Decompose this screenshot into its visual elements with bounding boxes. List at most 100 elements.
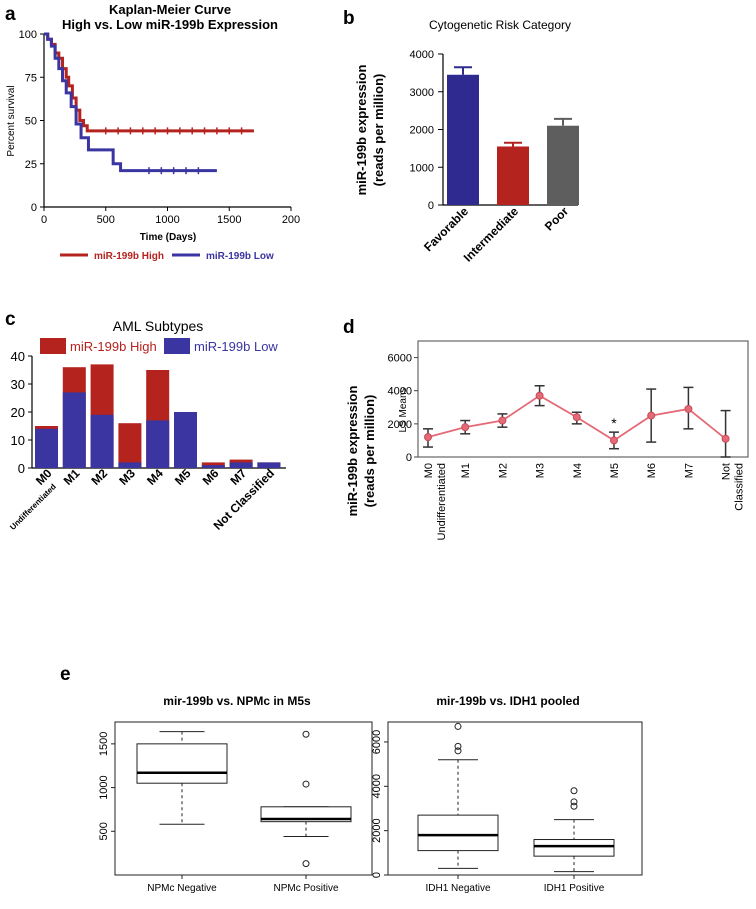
km-x-tick-label: 200 [282,214,300,226]
aml-y-tick-label: 0 [18,461,25,476]
aml-x-tick-label: M7 [228,466,250,488]
aml-x-sublabel: Undifferentiated [8,482,58,532]
idh-outlier [454,742,462,750]
aml-bar-low [229,462,253,468]
ls-y-tick-label: 0 [406,452,412,464]
km-y-tick-label: 25 [25,159,37,171]
ls-mean-point [684,404,693,413]
ls-y-tick-label: 6000 [388,353,412,365]
ls-series: M0 Undifferentiated M1 M2 M3 M4 M5 M6 M7 Not Class… [423,384,746,540]
cyto-y-tick-label: 2000 [410,125,434,137]
aml-x-tick-label: M2 [89,466,111,488]
idh-y-tick-label: 4000 [371,774,383,798]
idh-outlier [570,802,578,810]
km-y-tick-label: 50 [25,116,37,128]
idh-outlier [454,747,462,755]
ls-axes: 0 2000 4000 6000 [388,340,749,464]
ls-y-tick-label: 4000 [388,386,412,398]
aml-y-tick-label: 40 [11,349,25,364]
panel-b-cytogenetic: Cytogenetic Risk Category miR-199b expre… [354,18,579,265]
aml-bar-low [201,465,225,468]
km-legend-high-label: miR-199b High [94,251,164,262]
km-title: Kaplan-Meier Curve [109,2,231,17]
cyto-ylabel: miR-199b expression [354,65,369,196]
panel-label-b: b [343,8,355,29]
npm-outlier [302,860,310,868]
idh-x-tick-label: IDH1 Positive [544,883,605,894]
cyto-bar [497,146,529,205]
km-x-tick-label: 0 [41,214,47,226]
npm-outlier [302,730,310,738]
ls-mean-point [535,391,544,400]
ls-ylabel-2: (reads per million) [362,395,377,508]
ls-x-tick-label: M1 [460,463,472,478]
aml-y-tick-label: 10 [11,433,25,448]
cyto-ylabel-2: (reads per million) [371,74,386,187]
panel-label-d: d [343,317,355,338]
cyto-bar [447,74,479,205]
idh-outlier [454,722,462,730]
ls-y-tick-label: 2000 [388,419,412,431]
npm-y-tick-label: 1000 [98,775,110,799]
panel-label-e: e [60,664,71,685]
idh-y-tick-label: 2000 [371,818,383,842]
npm-y-tick-label: 500 [98,822,110,840]
cyto-y-tick-label: 4000 [410,49,434,61]
km-legend: miR-199b High miR-199b Low [60,251,274,262]
aml-y-tick-label: 30 [11,377,25,392]
ls-significance-annotation: * [611,415,617,431]
aml-legend-high-swatch [40,338,66,354]
aml-legend-low-label: miR-199b Low [194,339,278,354]
aml-bar-low [146,420,170,468]
ls-mean-point [498,416,507,425]
npm-box [136,743,228,784]
ls-mean-point [647,411,656,420]
aml-bar-low [62,392,86,468]
aml-legend-high-label: miR-199b High [70,339,157,354]
ls-mean-point [721,434,730,443]
ls-ylabel: miR-199b expression [345,386,360,517]
aml-y-tick-label: 20 [11,405,25,420]
km-y-tick-label: 100 [19,29,37,41]
cyto-x-tick-label: Poor [542,204,571,233]
idh-outlier [570,798,578,806]
ls-x-tick-label: M2 [497,463,509,478]
panel-label-c: c [5,309,16,330]
ls-x-sublabel: Classified [734,463,746,511]
ls-x-tick-label: M7 [683,463,695,478]
ls-x-tick-label: M6 [646,463,658,478]
km-y-tick-label: 0 [31,202,37,214]
ls-x-tick-label: Not [721,463,733,480]
aml-bar-low [257,462,281,468]
npm-x-tick-label: NPMc Negative [147,883,217,894]
npm-boxplot: 500 1000 1500 NPMc Negative NPMc Positive [98,721,373,894]
aml-bar-low [174,412,197,468]
km-y-tick-label: 75 [25,72,37,84]
aml-bar-low [90,414,114,468]
aml-legend-low-swatch [164,338,190,354]
km-series-low [44,32,217,173]
cyto-y-tick-label: 3000 [410,87,434,99]
aml-x-tick-label: M5 [172,466,194,488]
idh-outlier [570,787,578,795]
km-legend-low-label: miR-199b Low [206,251,274,262]
idh-y-tick-label: 0 [371,872,383,878]
ls-mean-point [610,436,618,445]
cyto-title: Cytogenetic Risk Category [429,18,571,32]
ls-mean-point [572,413,581,422]
npm-y-tick-label: 1500 [98,732,110,756]
km-x-tick-label: 500 [97,214,115,226]
ls-mean-point [424,433,432,442]
panel-a-kaplan-meier: Kaplan-Meier Curve High vs. Low miR-199b… [6,2,300,262]
ls-x-tick-label: M4 [572,463,584,478]
panel-d-ls-means: miR-199b expression (reads per million) … [345,340,749,540]
km-subtitle: High vs. Low miR-199b Expression [62,17,278,32]
aml-bar-high [118,423,142,468]
aml-x-tick-label: M3 [116,466,138,488]
idh-title: mir-199b vs. IDH1 pooled [436,694,579,708]
cyto-y-tick-label: 1000 [410,162,434,174]
km-x-tick-label: 1000 [155,214,179,226]
